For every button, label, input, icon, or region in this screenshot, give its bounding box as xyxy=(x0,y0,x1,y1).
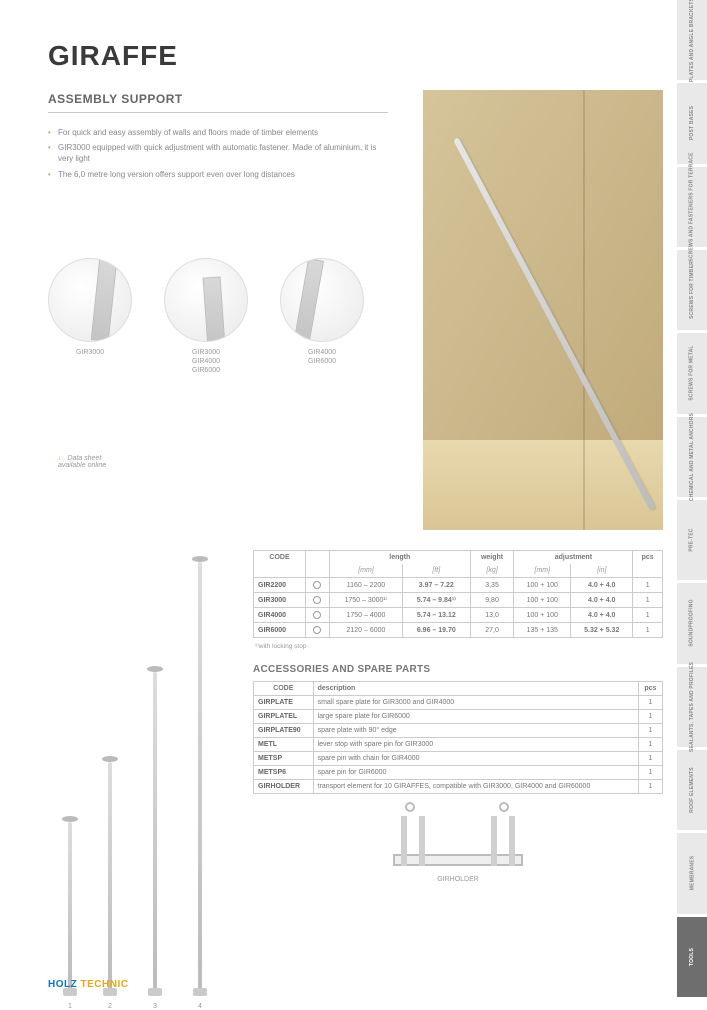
spec-tables: CODElengthweightadjustmentpcs [mm][ft][k… xyxy=(253,550,663,883)
product-size-silhouettes: 1234 xyxy=(48,520,238,1000)
side-tab-label: MEMBRANES xyxy=(689,856,695,891)
detail-thumbnails: GIR3000 GIR3000GIR4000GIR6000 GIR4000GIR60… xyxy=(48,258,388,375)
side-tab-label: PRE-TEC xyxy=(689,528,695,551)
feature-bullet: The 6,0 metre long version offers suppor… xyxy=(48,169,388,180)
girholder-caption: GIRHOLDER xyxy=(253,876,663,883)
side-tab-label: SCREWS FOR METAL xyxy=(689,346,695,401)
accessory-row: METSP6spare pin for GIR60001 xyxy=(254,766,663,780)
feature-bullet: For quick and easy assembly of walls and… xyxy=(48,127,388,138)
product-silhouette: 4 xyxy=(198,562,202,992)
side-tab[interactable]: SEALANTS, TAPES AND PROFILES xyxy=(677,667,707,750)
side-tab-label: SCREWS FOR TIMBER xyxy=(689,261,695,319)
side-tab-label: SCREWS AND FASTENERS FOR TERRACE xyxy=(689,152,695,261)
side-tab-label: CHEMICAL AND METAL ANCHORS xyxy=(689,413,695,501)
accessory-row: GIRHOLDERtransport element for 10 GIRAFF… xyxy=(254,780,663,794)
product-silhouette: 2 xyxy=(108,762,112,992)
detail-thumb: GIR4000GIR6000 xyxy=(280,258,364,375)
detail-thumb: GIR3000 xyxy=(48,258,132,375)
spec-row: GIR30001750 – 3000¹⁾5.74 – 9.84¹⁾9,80100… xyxy=(254,593,663,608)
spec-row: GIR22001160 – 22003.97 – 7.223,35100 + 1… xyxy=(254,578,663,593)
variant-ring-icon xyxy=(313,596,321,604)
accessory-row: GIRPLATELlarge spare plate for GIR60001 xyxy=(254,710,663,724)
side-tab-label: PLATES AND ANGLE BRACKETS xyxy=(689,0,695,82)
section-subtitle: ASSEMBLY SUPPORT xyxy=(48,92,388,113)
side-tab[interactable]: SCREWS FOR METAL xyxy=(677,333,707,416)
product-silhouette: 3 xyxy=(153,672,157,992)
main-spec-table: CODElengthweightadjustmentpcs [mm][ft][k… xyxy=(253,550,663,638)
spec-row: GIR60002120 – 60006.96 – 19.7027,0135 + … xyxy=(254,623,663,638)
variant-ring-icon xyxy=(313,626,321,634)
side-tab[interactable]: PLATES AND ANGLE BRACKETS xyxy=(677,0,707,83)
side-tab[interactable]: PRE-TEC xyxy=(677,500,707,583)
side-tab[interactable]: SCREWS AND FASTENERS FOR TERRACE xyxy=(677,167,707,250)
variant-ring-icon xyxy=(313,611,321,619)
detail-thumb-label: GIR3000 xyxy=(48,348,132,357)
detail-thumb-label: GIR3000GIR4000GIR6000 xyxy=(164,348,248,375)
accessories-table: CODEdescriptionpcs GIRPLATEsmall spare p… xyxy=(253,681,663,794)
footer-brand-logo: HOLZ TECHNIC xyxy=(48,979,128,990)
product-silhouette: 1 xyxy=(68,822,72,992)
datasheet-note: ↓ Data sheetavailable online xyxy=(58,455,106,469)
side-tab-label: ROOF ELEMENTS xyxy=(689,767,695,813)
accessories-heading: ACCESSORIES AND SPARE PARTS xyxy=(253,664,663,675)
hero-product-photo xyxy=(423,90,663,530)
side-tab-label: POST BASES xyxy=(689,106,695,140)
variant-ring-icon xyxy=(313,581,321,589)
accessory-row: METLlever stop with spare pin for GIR300… xyxy=(254,738,663,752)
accessory-row: METSPspare pin with chain for GIR40001 xyxy=(254,752,663,766)
side-tab[interactable]: CHEMICAL AND METAL ANCHORS xyxy=(677,417,707,500)
download-arrow-icon: ↓ xyxy=(58,455,62,462)
side-tab[interactable]: SOUNDPROOFING xyxy=(677,583,707,666)
side-tab-label: SEALANTS, TAPES AND PROFILES xyxy=(689,662,695,752)
side-tab[interactable]: TOOLS xyxy=(677,917,707,1000)
side-tab[interactable]: MEMBRANES xyxy=(677,833,707,916)
spec-row: GIR40001750 – 40005.74 – 13.1213,0100 + … xyxy=(254,608,663,623)
accessory-row: GIRPLATE90spare plate with 90° edge1 xyxy=(254,724,663,738)
girholder-figure: GIRHOLDER xyxy=(253,804,663,883)
detail-thumb: GIR3000GIR4000GIR6000 xyxy=(164,258,248,375)
side-tab-label: SOUNDPROOFING xyxy=(689,600,695,647)
table-footnote: ¹⁾with locking stop xyxy=(255,642,663,650)
feature-bullets: For quick and easy assembly of walls and… xyxy=(48,127,388,180)
feature-bullet: GIR3000 equipped with quick adjustment w… xyxy=(48,142,388,164)
accessory-row: GIRPLATEsmall spare plate for GIR3000 an… xyxy=(254,696,663,710)
side-tab[interactable]: ROOF ELEMENTS xyxy=(677,750,707,833)
side-tab[interactable]: SCREWS FOR TIMBER xyxy=(677,250,707,333)
side-nav-tabs: PLATES AND ANGLE BRACKETS POST BASES SCREW… xyxy=(677,0,707,1000)
side-tab-label: TOOLS xyxy=(689,948,695,966)
detail-thumb-label: GIR4000GIR6000 xyxy=(280,348,364,366)
page-title: GIRAFFE xyxy=(48,40,658,72)
